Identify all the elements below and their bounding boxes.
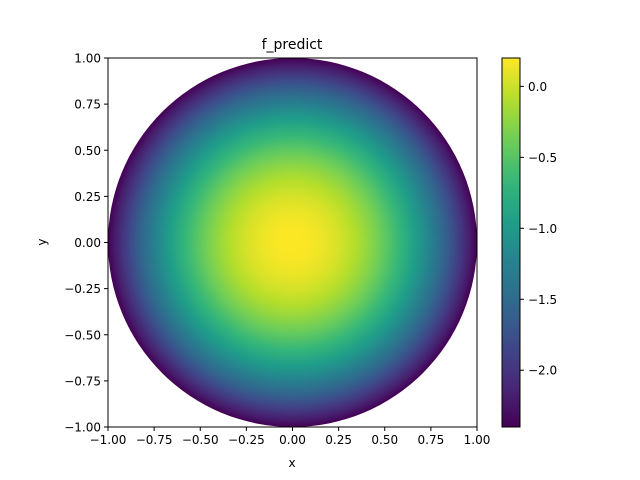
colorbar-tick-label: −1.5: [528, 293, 557, 307]
x-tick-label: 0.75: [418, 433, 445, 447]
x-tick-label: −0.25: [228, 433, 265, 447]
y-tick-label: −0.25: [64, 282, 101, 296]
y-tick-label: 0.50: [74, 144, 101, 158]
colorbar-frame: [501, 57, 521, 428]
y-tick-label: 0.75: [74, 98, 101, 112]
x-tick-label: 0.50: [371, 433, 398, 447]
y-tick-label: −0.50: [64, 328, 101, 342]
y-tick-label: 1.00: [74, 52, 101, 66]
y-tick-label: −1.00: [64, 421, 101, 435]
colorbar: 0.0 −0.5 −1.0 −1.5 −2.0: [501, 57, 557, 428]
x-tick-label: 0.00: [279, 433, 306, 447]
colorbar-ticks: 0.0 −0.5 −1.0 −1.5 −2.0: [520, 80, 557, 378]
x-tick-label: −1.00: [90, 433, 127, 447]
colorbar-fill: [502, 58, 520, 427]
y-tick-label: 0.25: [74, 190, 101, 204]
y-axis-label: y: [35, 238, 49, 245]
y-tick-label: 0.00: [74, 236, 101, 250]
colorbar-tick-label: −1.0: [528, 222, 557, 236]
colorbar-tick-label: −0.5: [528, 151, 557, 165]
x-axis-ticks: −1.00 −0.75 −0.50 −0.25 0.00 0.25 0.50 0.75 1.00: [90, 427, 491, 447]
colorbar-tick-label: −2.0: [528, 364, 557, 378]
x-tick-label: −0.50: [182, 433, 219, 447]
chart-title: f_predict: [262, 37, 323, 53]
plot-area: [107, 57, 478, 428]
colorbar-tick-label: 0.0: [528, 80, 547, 94]
x-axis-label: x: [288, 456, 295, 470]
y-axis-ticks: −1.00 −0.75 −0.50 −0.25 0.00 0.25 0.50 0.75 1.00: [64, 52, 108, 435]
x-tick-label: 1.00: [464, 433, 491, 447]
heatmap-disk: [108, 58, 477, 427]
x-tick-label: 0.25: [325, 433, 352, 447]
y-tick-label: −0.75: [64, 374, 101, 388]
x-tick-label: −0.75: [136, 433, 173, 447]
